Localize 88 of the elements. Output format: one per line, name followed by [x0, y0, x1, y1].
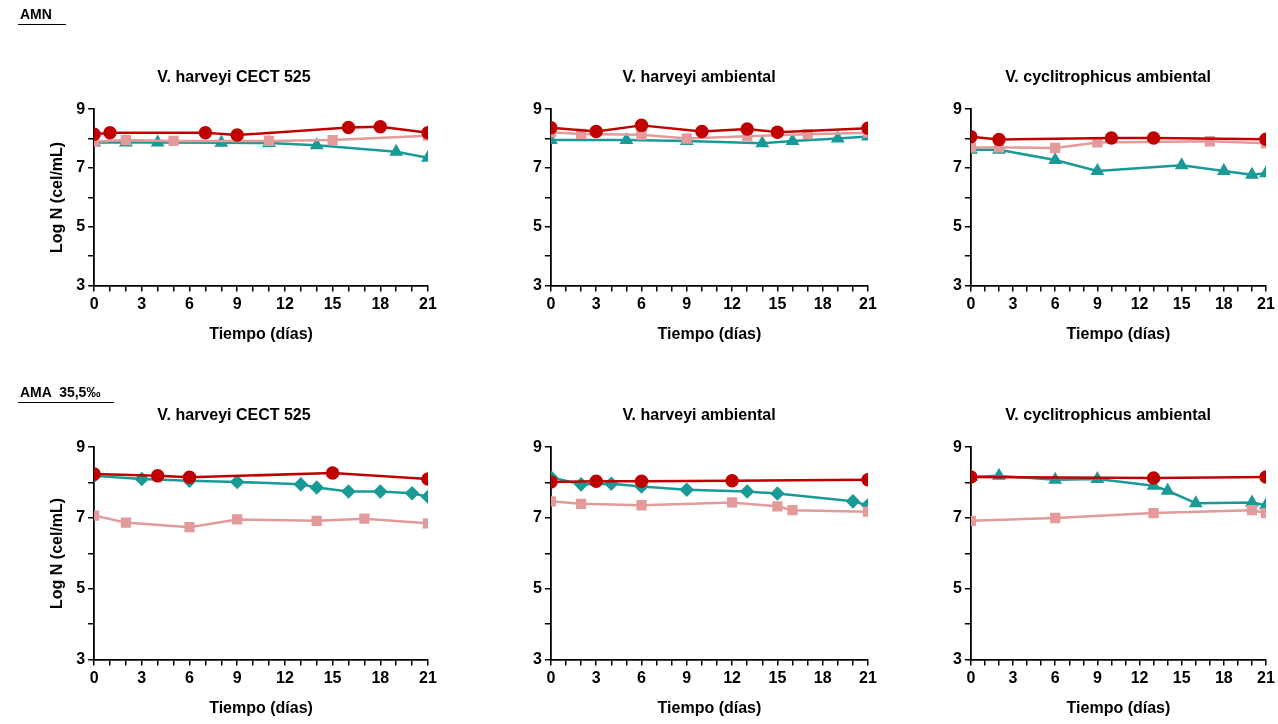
x-tick-label: 21	[1257, 668, 1275, 686]
x-tick-label: 6	[1050, 294, 1060, 312]
x-axis-title: Tiempo (días)	[209, 698, 313, 716]
y-tick-label: 7	[532, 158, 542, 176]
y-tick-label: 5	[532, 579, 542, 597]
x-tick-label: 0	[546, 668, 556, 686]
x-tick-label: 18	[371, 668, 390, 686]
x-tick-label: 15	[1172, 294, 1191, 312]
x-tick-label: 21	[859, 668, 877, 686]
y-tick-label: 7	[532, 508, 542, 526]
x-tick-label: 9	[232, 294, 242, 312]
y-tick-label: 3	[76, 276, 86, 294]
x-tick-label: 3	[137, 668, 147, 686]
x-tick-label: 18	[371, 294, 390, 312]
y-tick-label: 5	[76, 579, 86, 597]
x-axis-title: Tiempo (días)	[209, 324, 313, 342]
x-axis-title: Tiempo (días)	[657, 698, 762, 716]
x-tick-label: 21	[419, 668, 437, 686]
x-tick-label: 0	[966, 294, 976, 312]
y-tick-label: 9	[952, 437, 962, 455]
y-tick-label: 3	[76, 650, 86, 668]
y-tick-label: 3	[952, 650, 962, 668]
y-tick-label: 7	[952, 508, 962, 526]
x-tick-label: 15	[323, 668, 342, 686]
x-tick-label: 9	[682, 668, 692, 686]
x-tick-label: 0	[89, 294, 99, 312]
x-tick-label: 18	[813, 294, 832, 312]
x-tick-label: 21	[859, 294, 877, 312]
x-tick-label: 15	[323, 294, 342, 312]
chart-title: V. harveyi ambiental	[622, 406, 776, 424]
y-tick-label: 9	[76, 99, 86, 117]
text: AMN	[18, 6, 66, 25]
y-tick-label: 7	[76, 158, 86, 176]
y-tick-label: 5	[952, 579, 962, 597]
chart-title: V. harveyi CECT 525	[157, 406, 311, 424]
x-axis-title: Tiempo (días)	[657, 324, 762, 342]
x-axis-title: Tiempo (días)	[1066, 324, 1171, 342]
x-tick-label: 15	[768, 294, 787, 312]
chart-title: V. cyclitrophicus ambiental	[1005, 68, 1211, 86]
x-tick-label: 18	[1214, 668, 1233, 686]
y-tick-label: 7	[76, 508, 86, 526]
x-axis-title: Tiempo (días)	[1066, 698, 1171, 716]
x-tick-label: 3	[1008, 294, 1018, 312]
y-axis-title: Log N (cel/mL)	[48, 497, 66, 609]
x-tick-label: 18	[813, 668, 832, 686]
x-tick-label: 3	[137, 294, 147, 312]
x-tick-label: 3	[591, 668, 601, 686]
y-tick-label: 3	[532, 276, 542, 294]
x-tick-label: 6	[1050, 668, 1060, 686]
x-tick-label: 0	[546, 294, 556, 312]
y-tick-label: 9	[952, 99, 962, 117]
x-tick-label: 9	[232, 668, 242, 686]
x-tick-label: 9	[1092, 668, 1102, 686]
chart-title: V. harveyi ambiental	[622, 68, 776, 86]
y-tick-label: 5	[76, 217, 86, 235]
y-tick-label: 9	[532, 99, 542, 117]
x-tick-label: 6	[637, 668, 647, 686]
x-tick-label: 3	[591, 294, 601, 312]
x-tick-label: 12	[276, 294, 294, 312]
x-tick-label: 6	[185, 668, 195, 686]
x-tick-label: 9	[1092, 294, 1102, 312]
chart-title: V. cyclitrophicus ambiental	[1005, 406, 1211, 424]
x-tick-label: 9	[682, 294, 692, 312]
x-tick-label: 6	[185, 294, 195, 312]
x-tick-label: 12	[276, 668, 294, 686]
text: AMA 35,5‰	[18, 384, 115, 403]
x-tick-label: 12	[1130, 668, 1149, 686]
y-tick-label: 3	[952, 276, 962, 294]
x-tick-label: 15	[768, 668, 787, 686]
x-tick-label: 12	[723, 294, 742, 312]
x-tick-label: 21	[1257, 294, 1275, 312]
x-tick-label: 12	[723, 668, 742, 686]
x-tick-label: 18	[1214, 294, 1233, 312]
y-tick-label: 9	[76, 437, 86, 455]
x-tick-label: 6	[637, 294, 647, 312]
y-tick-label: 5	[952, 217, 962, 235]
y-tick-label: 9	[532, 437, 542, 455]
y-tick-label: 7	[952, 158, 962, 176]
x-tick-label: 21	[419, 294, 437, 312]
y-tick-label: 3	[532, 650, 542, 668]
x-tick-label: 3	[1008, 668, 1018, 686]
y-tick-label: 5	[532, 217, 542, 235]
x-tick-label: 0	[89, 668, 99, 686]
y-axis-title: Log N (cel/mL)	[48, 141, 66, 253]
x-tick-label: 0	[966, 668, 976, 686]
chart-title: V. harveyi CECT 525	[157, 68, 311, 86]
x-tick-label: 15	[1172, 668, 1191, 686]
x-tick-label: 12	[1130, 294, 1149, 312]
